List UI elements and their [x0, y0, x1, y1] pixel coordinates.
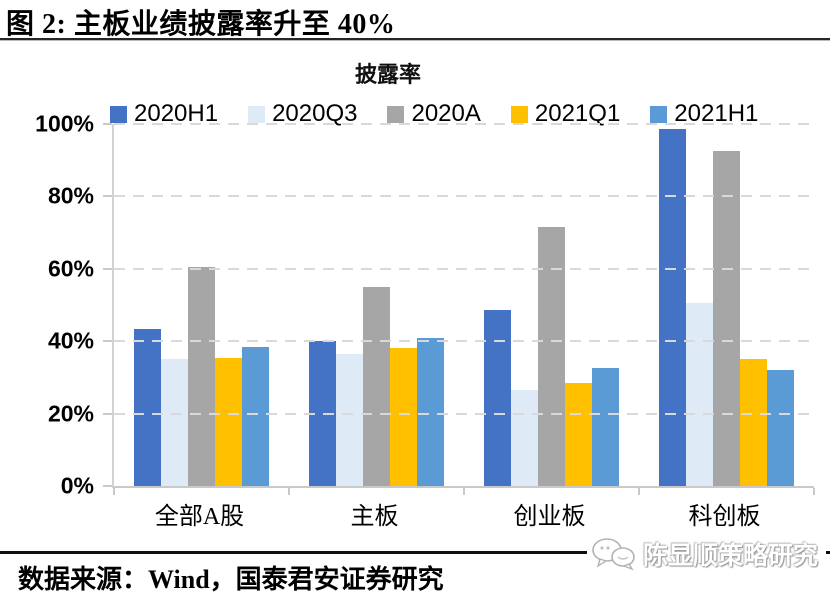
bar-2020Q3: [336, 353, 363, 486]
legend-label: 2020A: [411, 100, 481, 127]
legend-label: 2020Q3: [272, 100, 358, 127]
bar-2020H1: [484, 310, 511, 486]
legend-item: 2020H1: [110, 102, 218, 126]
bar-2020Q3: [161, 359, 188, 486]
x-axis-tick: [288, 488, 290, 495]
bar-2020A: [188, 267, 215, 486]
bar-group-1: [114, 124, 289, 486]
bar-2021Q1: [215, 357, 242, 486]
y-tick-label: 100%: [35, 110, 94, 137]
legend-label: 2021Q1: [534, 100, 621, 127]
y-axis-tick: [103, 123, 112, 125]
bar-2020A: [538, 227, 565, 486]
bar-2021H1: [592, 368, 619, 486]
plot-area: [103, 123, 815, 495]
bar-2020H1: [134, 328, 161, 486]
legend-label: 2020H1: [134, 100, 219, 127]
y-tick-label: 60%: [47, 255, 94, 282]
x-axis-tick: [638, 488, 640, 495]
x-axis-labels: 全部A股 主板 创业板 科创板: [112, 496, 812, 531]
x-category-label: 全部A股: [154, 504, 245, 530]
bar-group-4: [639, 124, 814, 486]
bar-groups: [114, 124, 814, 486]
y-axis-labels: 0% 20% 40% 60% 80% 100%: [0, 111, 94, 499]
bar-2021H1: [417, 337, 444, 486]
y-tick-label: 40%: [47, 327, 94, 354]
legend-swatch-icon: [510, 105, 528, 123]
legend-label: 2021H1: [674, 100, 759, 127]
y-tick-label: 20%: [47, 400, 94, 427]
x-axis-tick: [463, 488, 465, 495]
y-axis-tick: [103, 412, 112, 415]
y-tick-label: 0%: [60, 472, 94, 499]
bar-2020Q3: [686, 303, 713, 486]
bar-2020A: [713, 151, 740, 486]
x-axis-tick: [813, 488, 815, 495]
title-divider: [0, 38, 830, 41]
footer-divider: [0, 551, 830, 554]
figure-title: 图 2: 主板业绩披露率升至 40%: [6, 9, 396, 40]
bar-2021H1: [242, 346, 269, 486]
legend-item: 2021H1: [650, 102, 758, 126]
chart-legend: 2020H1 2020Q3 2020A 2021Q1 2021H1: [110, 102, 758, 126]
bar-2021Q1: [740, 359, 767, 486]
legend-item: 2020A: [387, 100, 481, 127]
bar-2021Q1: [390, 348, 417, 486]
source-note: 数据来源：Wind，国泰君安证券研究: [18, 565, 444, 594]
chat-bubbles-icon: [592, 538, 635, 571]
legend-swatch-icon: [248, 105, 266, 123]
legend-swatch-icon: [387, 105, 405, 123]
bar-2020H1: [659, 129, 686, 486]
x-axis-tick: [113, 488, 115, 495]
x-category-label: 主板: [350, 504, 399, 530]
y-axis-tick: [103, 340, 112, 343]
bar-group-3: [464, 124, 639, 486]
bar-group-2: [289, 124, 464, 486]
legend-item: 2021Q1: [510, 100, 621, 127]
bar-2020Q3: [511, 390, 538, 486]
watermark: 陈显顺策略研究: [586, 535, 826, 573]
x-category-label: 创业板: [513, 504, 586, 530]
y-axis-tick: [103, 267, 112, 270]
bar-2021Q1: [565, 382, 592, 486]
watermark-text: 陈显顺策略研究: [642, 543, 818, 570]
y-axis-tick: [103, 195, 112, 198]
y-axis-tick: [103, 485, 112, 487]
bar-2021H1: [767, 370, 794, 486]
legend-swatch-icon: [110, 105, 127, 123]
y-tick-label: 80%: [47, 182, 94, 209]
bar-2020H1: [309, 341, 336, 486]
legend-swatch-icon: [650, 105, 668, 123]
x-category-label: 科创板: [688, 504, 761, 530]
chart-title: 披露率: [354, 62, 421, 87]
bar-2020A: [363, 286, 390, 486]
legend-item: 2020Q3: [248, 102, 357, 126]
